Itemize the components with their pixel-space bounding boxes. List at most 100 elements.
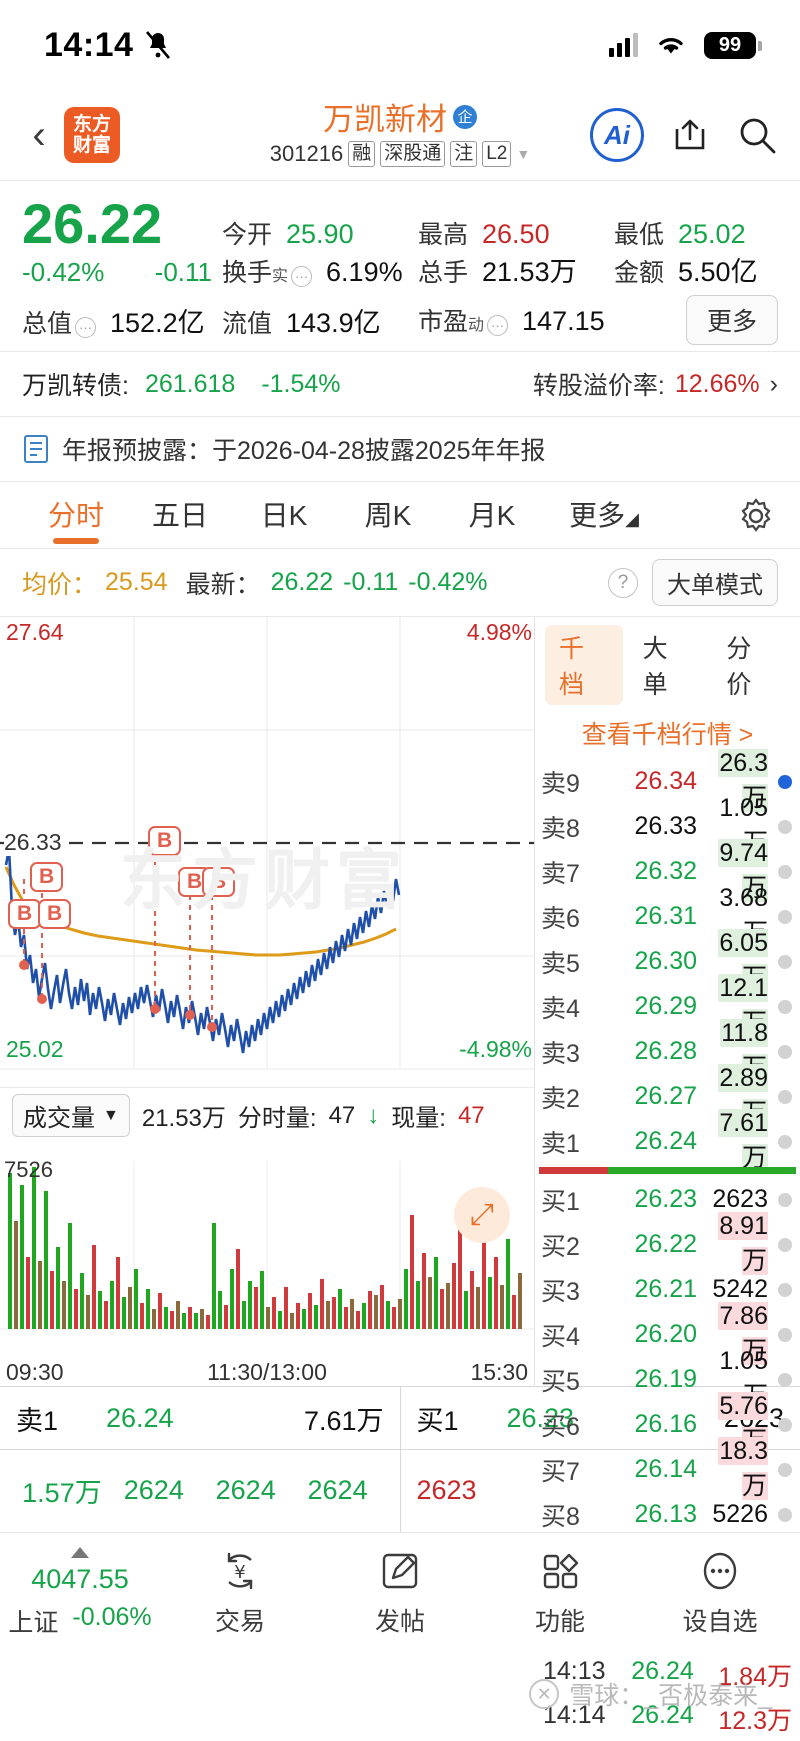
buy-marker-3[interactable]: B <box>38 899 71 929</box>
volume-chart[interactable]: 7526 ⤢ <box>0 1157 534 1357</box>
axis-max-pct: 4.98% <box>467 619 532 646</box>
big-order-mode-button[interactable]: 大单模式 <box>652 559 778 606</box>
orderbook-tabs: 千档 大单 分价 <box>535 617 800 709</box>
bid-price: 26.20 <box>601 1320 697 1349</box>
stock-name: 万凯新材 <box>323 94 447 139</box>
bid-qty: 8.91万 <box>718 1212 768 1275</box>
bid-qty: 18.3万 <box>718 1437 768 1500</box>
bid-indicator-dot <box>778 1463 792 1477</box>
bid-price: 26.22 <box>601 1230 697 1259</box>
nav-trade-label: 交易 <box>215 1602 265 1638</box>
tab-yuek[interactable]: 月K <box>440 494 544 548</box>
bell-slash-icon <box>145 30 171 60</box>
x-tick-mid: 11:30/13:00 <box>64 1359 471 1386</box>
ask-indicator-dot <box>778 775 792 789</box>
tag-shengutong: 深股通 <box>380 141 445 167</box>
volume-indicator-select[interactable]: 成交量 ▼ <box>12 1094 130 1137</box>
buy-marker-2[interactable]: B <box>8 899 41 929</box>
app-header: ‹ 东方 财富 万凯新材 企 301216 融 深股通 注 L2 ▼ Ai <box>0 90 800 180</box>
chart-legend-bar: 均价： 25.54 最新： 26.22 -0.11 -0.42% ? 大单模式 <box>0 549 800 616</box>
intraday-price-chart[interactable]: B B B B B B 东方财富 27.64 4.98% 26.33 25.02… <box>0 617 534 1087</box>
volume-label: 总手 <box>418 253 468 289</box>
chevron-down-icon[interactable]: ▼ <box>516 146 530 162</box>
more-button[interactable]: 更多 <box>686 295 778 345</box>
ask-label: 卖5 <box>541 944 601 980</box>
bid-label: 买1 <box>541 1182 601 1218</box>
x-tick-start: 09:30 <box>6 1359 64 1386</box>
convertible-bond-row[interactable]: 万凯转债: 261.618 -1.54% 转股溢价率:12.66% › <box>0 352 800 416</box>
ai-assistant-button[interactable]: Ai <box>590 108 644 162</box>
queue-cell: 2624 <box>108 1475 200 1506</box>
ask-price: 26.29 <box>601 992 697 1021</box>
search-icon[interactable] <box>736 114 778 156</box>
low-value: 25.02 <box>678 219 746 250</box>
nav-trade[interactable]: ¥ 交易 <box>160 1548 320 1638</box>
tab-rik[interactable]: 日K <box>232 494 336 548</box>
pe-cell[interactable]: 市盈动··· 147.15 <box>418 302 614 338</box>
gear-icon[interactable] <box>736 496 776 536</box>
nav-functions-label: 功能 <box>535 1602 585 1638</box>
ask-label: 卖1 <box>541 1124 601 1160</box>
yuan-refresh-icon: ¥ <box>217 1548 263 1594</box>
bid-qty: 5242 <box>697 1275 774 1304</box>
ask-price: 26.33 <box>601 812 697 841</box>
ask-indicator-dot <box>778 820 792 834</box>
tab-qiandang[interactable]: 千档 <box>545 625 623 705</box>
xueqiu-watermark: ✕ 雪球：_否极泰来_ <box>529 1676 772 1712</box>
nav-functions[interactable]: 功能 <box>480 1548 640 1638</box>
company-badge-icon: 企 <box>453 105 477 129</box>
info-dots-icon[interactable]: ··· <box>291 266 312 287</box>
tab-wuri[interactable]: 五日 <box>128 494 232 548</box>
question-icon[interactable]: ? <box>608 568 638 598</box>
ask-indicator-dot <box>778 1000 792 1014</box>
announcement-row[interactable]: 年报预披露：于2026-04-28披露2025年年报 <box>0 417 800 481</box>
chevron-right-icon[interactable]: › <box>770 370 778 399</box>
bond-name: 万凯转债: <box>22 366 129 402</box>
xueqiu-watermark-text: 雪球：_否极泰来_ <box>569 1676 772 1712</box>
queue-cell: 2624 <box>200 1475 292 1506</box>
queue-cell: 1.57万 <box>16 1471 108 1510</box>
volume-indicator-label: 成交量 <box>23 1098 95 1133</box>
queue-ask-label: 卖1 <box>16 1399 106 1438</box>
tab-fenjia[interactable]: 分价 <box>712 625 790 705</box>
expand-chart-icon[interactable]: ⤢ <box>454 1187 510 1243</box>
tab-dadan[interactable]: 大单 <box>629 625 707 705</box>
index-value: 4047.55 <box>31 1564 129 1595</box>
caret-up-icon <box>71 1547 89 1558</box>
bid-label: 买6 <box>541 1407 601 1443</box>
turnover-cell[interactable]: 换手实··· 6.19% <box>222 253 418 289</box>
premium-label: 转股溢价率: <box>533 366 665 402</box>
queue-bid-label: 买1 <box>417 1399 507 1438</box>
marketcap-label: 总值 <box>22 304 72 340</box>
bid-indicator-dot <box>778 1193 792 1207</box>
nav-watchlist-label: 设自选 <box>682 1602 757 1638</box>
floatcap-value: 143.9亿 <box>286 301 381 340</box>
current-volume-value: 47 <box>458 1102 485 1130</box>
nav-watchlist[interactable]: 设自选 <box>640 1548 800 1638</box>
change-amount: -0.11 <box>155 257 212 288</box>
last-change: -0.11 <box>343 568 398 597</box>
nav-post[interactable]: 发帖 <box>320 1548 480 1638</box>
index-change: -0.06% <box>72 1603 151 1639</box>
marketcap-cell[interactable]: 总值··· 152.2亿 <box>22 301 222 340</box>
info-dots-icon[interactable]: ··· <box>75 317 96 338</box>
queue-row: 1.57万 2624 2624 2624 <box>16 1464 384 1516</box>
info-dots-icon[interactable]: ··· <box>487 315 508 336</box>
volume-header: 成交量 ▼ 21.53万 分时量: 47 ↓ 现量: 47 <box>0 1087 534 1143</box>
share-icon[interactable] <box>670 115 710 155</box>
grid-icon <box>537 1548 583 1594</box>
tab-more[interactable]: 更多◢ <box>544 494 664 548</box>
quote-panel: 26.22 今开 25.90 最高 26.50 最低 25.02 -0.42% … <box>0 181 800 351</box>
ask-qty: 7.61万 <box>718 1109 768 1172</box>
ask-label: 卖2 <box>541 1079 601 1115</box>
tab-fenshi[interactable]: 分时 <box>24 494 128 548</box>
market-index-widget[interactable]: 4047.55 上证 -0.06% <box>0 1547 160 1639</box>
buy-marker-1[interactable]: B <box>30 862 63 892</box>
ask-indicator-dot <box>778 955 792 969</box>
tab-zhouk[interactable]: 周K <box>336 494 440 548</box>
svg-text:¥: ¥ <box>234 1562 245 1583</box>
